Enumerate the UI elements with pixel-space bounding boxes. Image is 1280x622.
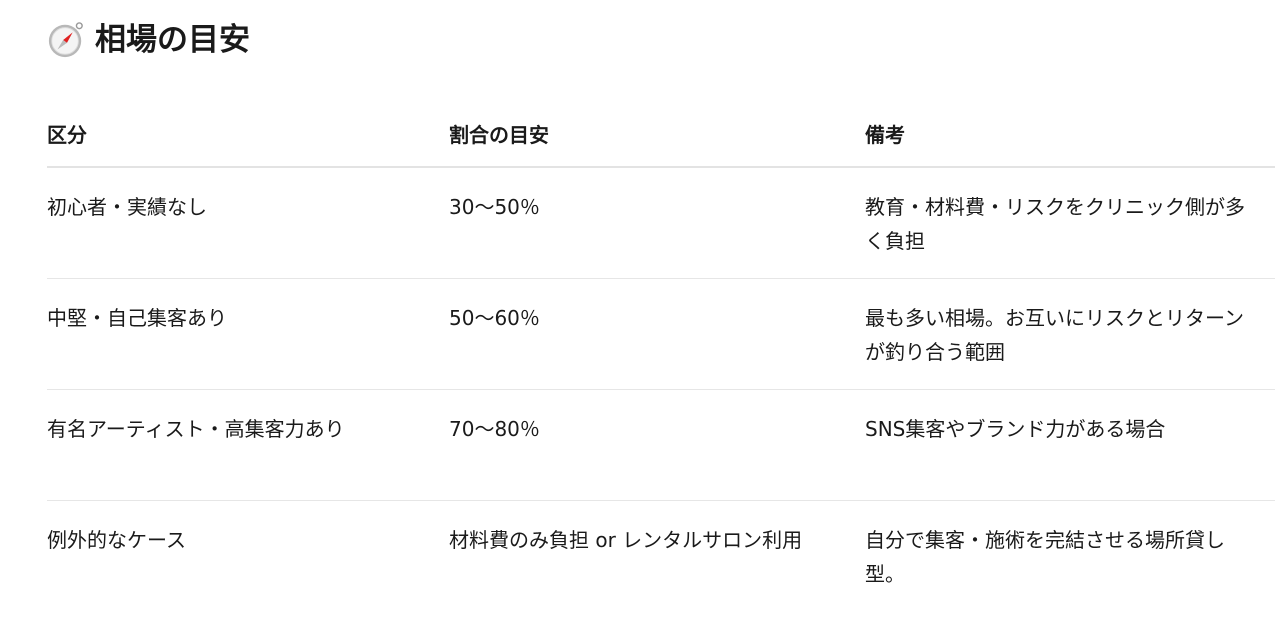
table-cell: 70〜80％ (449, 416, 540, 441)
table-cell: 材料費のみ負担 or レンタルサロン利用 (449, 527, 803, 552)
table-cell: 最も多い相場。お互いにリスクとリターンが釣り合う範囲 (865, 305, 1244, 364)
table-cell: 教育・材料費・リスクをクリニック側が多く負担 (865, 195, 1245, 253)
rate-table: 区分 割合の目安 備考 初心者・実績なし 30〜50％ 教育・材料費・リスクをク… (47, 100, 1275, 611)
table-row: 有名アーティスト・高集客力あり 70〜80％ SNS集客やブランド力がある場合 (47, 389, 1275, 501)
table-row: 例外的なケース 材料費のみ負担 or レンタルサロン利用 自分で集客・施術を完結… (47, 500, 1275, 611)
table-cell: 自分で集客・施術を完結させる場所貸し型。 (865, 527, 1225, 586)
table-cell: 50〜60％ (449, 305, 540, 330)
column-header: 備考 (865, 100, 1275, 168)
table-cell: 例外的なケース (47, 527, 186, 552)
table-header-row: 区分 割合の目安 備考 (47, 100, 1275, 168)
table-cell: 初心者・実績なし (47, 195, 207, 219)
section-title: 相場の目安 (95, 22, 250, 58)
table-row: 初心者・実績なし 30〜50％ 教育・材料費・リスクをクリニック側が多く負担 (47, 167, 1275, 279)
table-row: 中堅・自己集客あり 50〜60％ 最も多い相場。お互いにリスクとリターンが釣り合… (47, 278, 1275, 390)
table-cell: 30〜50％ (449, 195, 540, 219)
column-header: 割合の目安 (449, 100, 865, 168)
section-heading: 相場の目安 (47, 18, 250, 62)
table-cell: 有名アーティスト・高集客力あり (47, 416, 345, 441)
table-cell: SNS集客やブランド力がある場合 (865, 416, 1166, 441)
compass-icon (48, 22, 83, 58)
column-header: 区分 (47, 100, 449, 168)
table-cell: 中堅・自己集客あり (47, 305, 227, 330)
